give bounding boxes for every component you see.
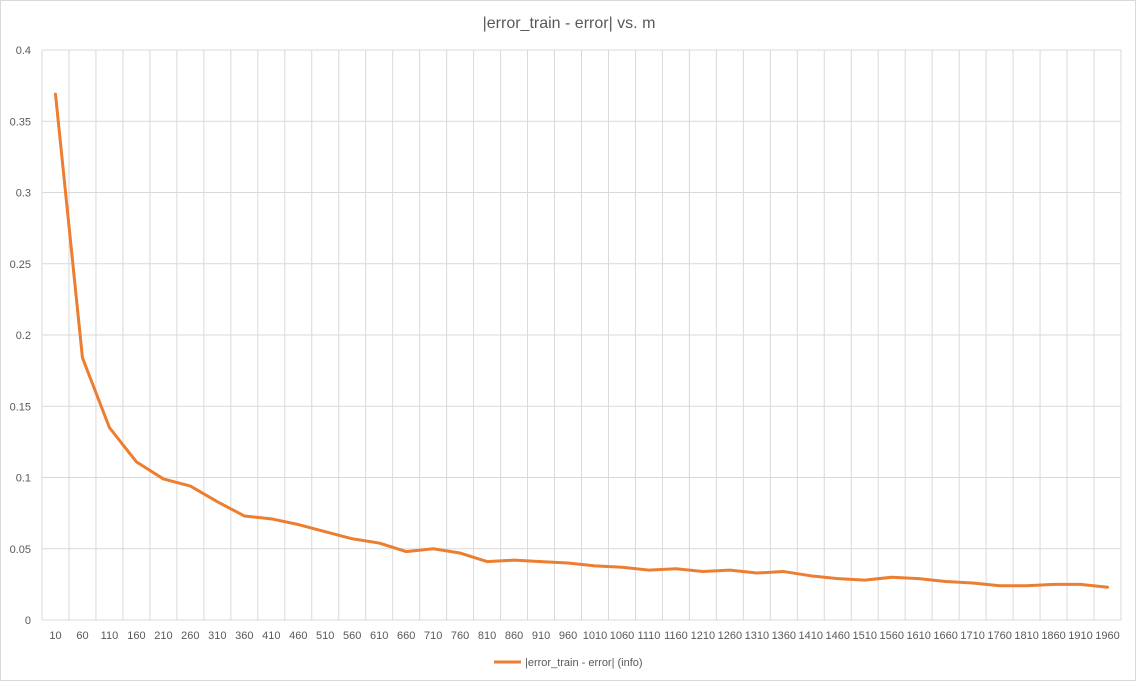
x-tick-label: 160 [127,630,145,642]
x-tick-label: 860 [505,630,523,642]
x-tick-label: 60 [76,630,88,642]
x-tick-label: 1310 [745,630,769,642]
x-tick-label: 1410 [799,630,823,642]
x-tick-label: 110 [101,630,119,642]
x-tick-label: 1460 [826,630,850,642]
x-tick-label: 1910 [1068,630,1092,642]
x-tick-label: 1010 [583,630,607,642]
legend: |error_train - error| (info) [494,657,643,669]
x-tick-label: 360 [235,630,253,642]
x-tick-label: 1210 [691,630,715,642]
x-tick-label: 260 [181,630,199,642]
y-tick-label: 0.35 [10,116,31,128]
x-tick-label: 610 [370,630,388,642]
x-tick-label: 310 [208,630,226,642]
axes: 00.050.10.150.20.250.30.350.410 60 110 160 2… [10,45,1120,642]
x-tick-label: 210 [154,630,172,642]
x-tick-label: 410 [262,630,280,642]
x-tick-label: 810 [478,630,496,642]
x-tick-label: 760 [451,630,469,642]
x-tick-label: 1260 [718,630,742,642]
y-tick-label: 0.1 [16,473,31,485]
series-line [53,92,1110,589]
gridlines [41,49,1122,621]
x-tick-label: 1760 [987,630,1011,642]
x-tick-label: 1960 [1095,630,1119,642]
x-tick-label: 1560 [879,630,903,642]
x-tick-label: 1160 [664,630,688,642]
x-tick-label: 1710 [960,630,984,642]
x-tick-label: 1110 [638,630,661,642]
y-tick-label: 0.05 [10,544,31,556]
y-tick-label: 0.4 [16,45,31,57]
x-tick-label: 560 [343,630,361,642]
x-tick-label: 960 [559,630,577,642]
y-tick-label: 0 [25,615,31,627]
x-tick-label: 660 [397,630,415,642]
x-tick-label: 1610 [906,630,930,642]
chart-title: |error_train - error| vs. m [483,15,656,32]
y-tick-label: 0.2 [16,330,31,342]
x-tick-label: 910 [532,630,550,642]
x-tick-label: 1810 [1014,630,1038,642]
y-tick-label: 0.15 [10,401,31,413]
x-tick-label: 460 [289,630,307,642]
x-tick-label: 10 [49,630,61,642]
x-tick-label: 1860 [1041,630,1065,642]
x-tick-label: 710 [424,630,442,642]
x-tick-label: 1060 [610,630,634,642]
y-tick-label: 0.3 [16,188,31,200]
series-layer [53,92,1110,589]
legend-label: |error_train - error| (info) [525,657,643,669]
x-tick-label: 1660 [933,630,957,642]
x-tick-label: 1510 [852,630,876,642]
y-tick-label: 0.25 [10,259,31,271]
x-tick-label: 1360 [772,630,796,642]
x-tick-label: 510 [316,630,334,642]
